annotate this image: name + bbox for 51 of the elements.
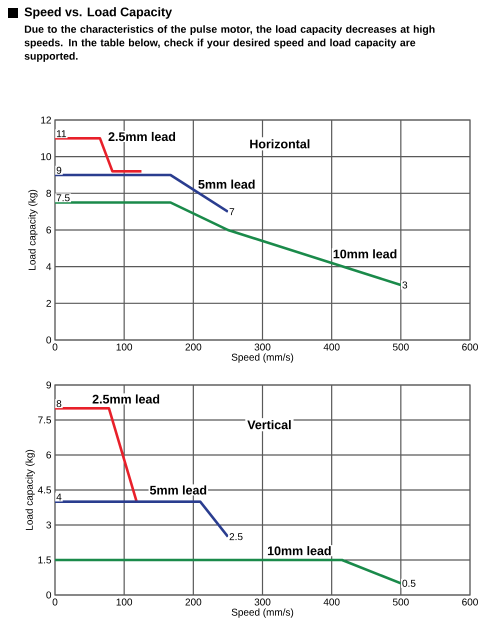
chart-title: Speed vs. Load Capacity [24,7,172,19]
annotation: Horizontal [250,139,310,148]
y-tick-label: 4 [46,263,52,270]
x-tick-label: 300 [254,344,270,351]
series-label: 2.5mm lead [92,394,160,404]
data-label: 11 [56,130,66,138]
data-label: 8 [56,400,62,408]
series-label: 10mm lead [334,249,396,258]
y-tick-label: 2 [46,300,51,307]
x-tick-label: 300 [254,598,270,606]
y-tick-label: 6 [46,451,52,459]
x-tick-label: 500 [392,598,409,606]
data-label: 3 [402,281,408,289]
y-tick-label: 12 [41,116,51,124]
y-tick-label: 3 [46,521,52,529]
data-label: 7.5 [56,194,70,202]
data-label: 2.5 [230,533,243,540]
y-tick-label: 1.5 [38,556,52,564]
y-axis-title: Load capacity (kg) [28,190,38,270]
x-tick-label: 100 [116,344,132,351]
data-label: 4 [56,494,62,500]
x-tick-label: 0 [52,598,58,606]
y-axis-title: Load capacity (kg) [25,450,35,530]
data-label: 9 [56,166,62,174]
series-label: 2.5mm lead [108,132,176,142]
x-tick-label: 200 [186,344,202,351]
chart-subtitle: Due to the characteristics of the pulse motor, the load capacity decreases at high speeds. In the table below, check if your desired speed and load capacity are supported. [24,25,434,62]
x-tick-label: 600 [462,598,478,606]
series-label: 5mm lead [150,485,206,495]
x-tick-label: 0 [52,344,58,351]
data-label: 0.5 [402,580,416,587]
x-tick-label: 600 [462,344,478,351]
y-tick-label: 7.5 [38,416,52,424]
x-tick-label: 500 [392,344,409,351]
x-tick-label: 400 [324,598,340,606]
data-label: 7 [230,208,234,216]
annotation: Vertical [247,420,291,430]
x-axis-title: Speed (mm/s) [232,608,294,618]
y-tick-label: 0 [46,336,52,344]
x-axis-title: Speed (mm/s) [232,353,294,363]
series-label: 5mm lead [198,180,255,189]
x-tick-label: 400 [324,344,340,351]
series-label: 10mm lead [268,546,331,556]
y-tick-label: 0 [46,591,52,599]
x-tick-label: 100 [116,598,132,606]
y-tick-label: 10 [41,153,52,160]
y-tick-label: 8 [46,190,52,197]
x-tick-label: 200 [186,598,202,606]
y-tick-label: 6 [46,226,52,234]
y-tick-label: 4.5 [38,486,52,494]
y-tick-label: 9 [46,381,52,389]
